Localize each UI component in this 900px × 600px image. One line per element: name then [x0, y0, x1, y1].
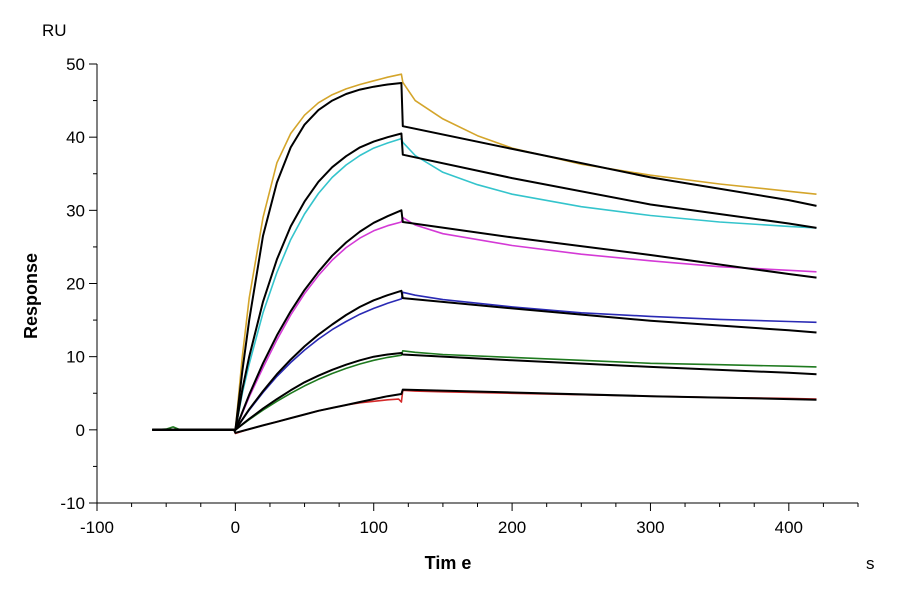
fit-curve-10 [152, 289, 817, 431]
y-tick-label: 0 [76, 421, 85, 440]
y-tick-label: -10 [60, 494, 85, 513]
fit-curve-12 [152, 388, 817, 434]
x-tick-label: 100 [360, 518, 388, 537]
fit-curve-7 [152, 82, 817, 431]
y-tick-label: 50 [66, 55, 85, 74]
y-axis-title: Response [21, 253, 41, 339]
x-tick-label: 0 [231, 518, 240, 537]
y-unit-label: RU [42, 21, 67, 40]
y-tick-label: 20 [66, 275, 85, 294]
x-tick-label: 300 [636, 518, 664, 537]
x-unit-label: s [866, 554, 875, 573]
y-axis-ticks: -10 0 10 20 30 40 50 [60, 55, 97, 513]
y-tick-label: 10 [66, 348, 85, 367]
series-layer [152, 73, 817, 435]
x-axis-title: Tim e [425, 553, 472, 573]
response-curve-4 [152, 291, 817, 431]
response-curve-1 [152, 73, 817, 431]
x-tick-label: -100 [80, 518, 114, 537]
x-axis-ticks: -100 0 100 200 300 400 [80, 503, 859, 537]
y-tick-label: 30 [66, 201, 85, 220]
y-tick-label: 40 [66, 128, 85, 147]
x-tick-label: 200 [498, 518, 526, 537]
x-tick-label: 400 [775, 518, 803, 537]
